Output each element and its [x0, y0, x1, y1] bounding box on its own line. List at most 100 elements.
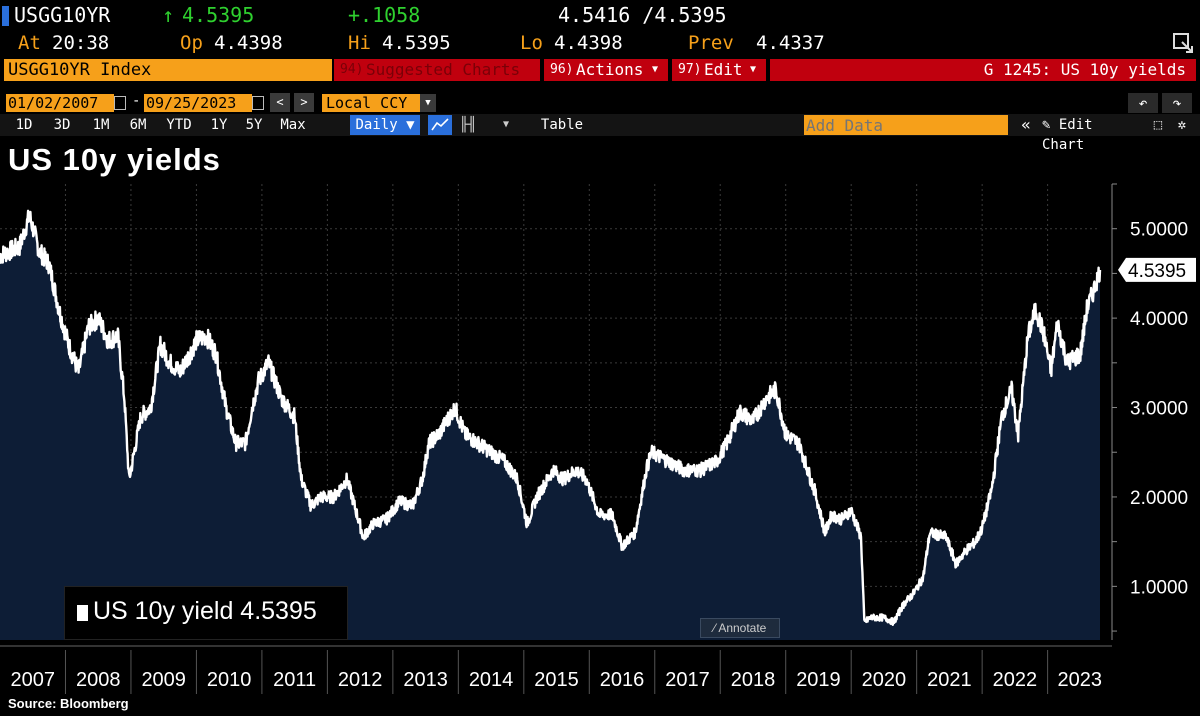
- main-toolbar: USGG10YR Index 94) Suggested Charts 96) …: [0, 59, 1200, 83]
- start-date-input[interactable]: 01/02/2007: [6, 94, 114, 112]
- x-tick-label: 2015: [534, 669, 579, 691]
- refresh-icon[interactable]: [1172, 32, 1194, 54]
- open-value: 4.4398: [214, 32, 283, 54]
- x-tick-label: 2013: [403, 669, 448, 691]
- y-tick-label: 3.0000: [1130, 399, 1188, 420]
- x-tick-label: 2011: [273, 669, 316, 691]
- redo-icon[interactable]: ↷: [1162, 93, 1192, 113]
- x-tick-label: 2021: [927, 669, 972, 691]
- low-value: 4.4398: [554, 32, 623, 54]
- chevron-down-icon: ▼: [750, 64, 757, 75]
- y-tick-label: 1.0000: [1130, 577, 1188, 598]
- chart-title: US 10y yields: [8, 142, 221, 177]
- currency-select[interactable]: Local CCY: [322, 94, 422, 112]
- annotate-label: Annotate: [718, 621, 767, 635]
- range-button-1d[interactable]: 1D: [15, 117, 33, 133]
- source-note: Source: Bloomberg: [8, 696, 129, 711]
- yield-line: [0, 209, 1102, 626]
- actions-menu[interactable]: 96) Actions ▼: [544, 59, 668, 81]
- suggested-number: 94): [340, 62, 364, 77]
- chart-settings-icon[interactable]: ⬚: [1153, 117, 1163, 133]
- range-button-ytd[interactable]: YTD: [166, 117, 192, 133]
- legend-label: US 10y yield 4.5395: [93, 597, 317, 625]
- line-chart-icon[interactable]: [428, 115, 452, 135]
- bid-ask: 4.5416 /4.5395: [558, 3, 727, 27]
- range-button-6m[interactable]: 6M: [129, 117, 147, 133]
- range-button-3d[interactable]: 3D: [53, 117, 71, 133]
- double-chevron-left-icon[interactable]: «: [1021, 115, 1031, 134]
- y-tick-label: 4.0000: [1130, 309, 1188, 330]
- range-button-1y[interactable]: 1Y: [210, 117, 228, 133]
- x-tick-label: 2017: [665, 669, 710, 691]
- edit-chart-button[interactable]: ✎ Edit Chart: [1042, 115, 1142, 153]
- range-button-1m[interactable]: 1M: [92, 117, 110, 133]
- at-value: 20:38: [52, 32, 110, 54]
- x-tick-label: 2020: [862, 669, 907, 691]
- x-tick-label: 2009: [141, 669, 186, 691]
- bar-chart-icon[interactable]: ╟╢: [459, 117, 477, 133]
- last-value-label: 4.5395: [1128, 261, 1186, 282]
- open-label: Op: [180, 32, 203, 54]
- calendar-icon[interactable]: [252, 96, 264, 110]
- prev-value: 4.4337: [756, 32, 825, 54]
- date-bar: 01/02/2007 - 09/25/2023 < > Local CCY ▼ …: [0, 93, 1200, 113]
- x-tick-label: 2012: [338, 669, 383, 691]
- y-tick-label: 5.0000: [1130, 220, 1188, 241]
- edit-menu[interactable]: 97) Edit ▼: [672, 59, 766, 81]
- legend-swatch: [77, 605, 88, 621]
- x-tick-label: 2023: [1058, 669, 1103, 691]
- chevron-left-icon[interactable]: <: [270, 93, 290, 112]
- chart-id-title: G 1245: US 10y yields: [983, 60, 1186, 79]
- x-tick-label: 2016: [600, 669, 645, 691]
- annotate-button[interactable]: ⁄ Annotate: [700, 618, 780, 638]
- stats-bar: At 20:38 Op 4.4398 Hi 4.5395 Lo 4.4398 P…: [0, 30, 1200, 58]
- high-label: Hi: [348, 32, 371, 54]
- x-tick-label: 2010: [207, 669, 252, 691]
- security-field[interactable]: USGG10YR Index: [4, 59, 332, 81]
- high-value: 4.5395: [382, 32, 451, 54]
- last-price: 4.5395: [182, 3, 255, 27]
- net-change: +.1058: [348, 3, 421, 27]
- edit-chart-label: Edit Chart: [1042, 117, 1093, 153]
- x-tick-label: 2019: [796, 669, 841, 691]
- suggested-charts-button[interactable]: 94) Suggested Charts: [334, 59, 540, 81]
- range-button-5y[interactable]: 5Y: [245, 117, 263, 133]
- frequency-select[interactable]: Daily ▼: [350, 115, 420, 135]
- at-label: At: [18, 32, 41, 54]
- edit-label: Edit: [704, 60, 743, 79]
- more-icon[interactable]: ▼: [502, 119, 510, 130]
- calendar-icon[interactable]: [114, 96, 126, 110]
- actions-label: Actions: [576, 60, 644, 79]
- frequency-label: Daily: [355, 117, 398, 133]
- chart: 1.0000 2.0000 3.0000 4.0000 5.0000 2007 2008 20…: [0, 183, 1196, 694]
- add-data-input[interactable]: [804, 115, 1008, 135]
- settings-icon[interactable]: ✲: [1177, 117, 1187, 133]
- undo-icon[interactable]: ↶: [1128, 93, 1158, 113]
- chevron-down-icon[interactable]: ▼: [420, 94, 436, 112]
- chart-title-bar: G 1245: US 10y yields: [770, 59, 1196, 81]
- date-separator: -: [132, 93, 141, 109]
- x-tick-label: 2007: [10, 669, 55, 691]
- range-button-max[interactable]: Max: [280, 117, 306, 133]
- x-tick-label: 2018: [731, 669, 776, 691]
- yield-area: [0, 210, 1100, 641]
- suggested-label: Suggested Charts: [366, 60, 521, 79]
- x-tick-label: 2008: [76, 669, 121, 691]
- end-date-input[interactable]: 09/25/2023: [144, 94, 252, 112]
- quote-bar: USGG10YR ↑ 4.5395 +.1058 4.5416 /4.5395: [0, 0, 1200, 30]
- pencil-icon: ⁄: [713, 621, 716, 635]
- low-label: Lo: [520, 32, 543, 54]
- up-arrow-icon: ↑: [162, 3, 175, 27]
- ticker-marker: [2, 6, 9, 26]
- table-button[interactable]: Table: [540, 117, 584, 133]
- last-value-badge: [1118, 257, 1196, 282]
- chevron-right-icon[interactable]: >: [294, 93, 314, 112]
- chevron-down-icon: ▼: [652, 64, 659, 75]
- x-tick-label: 2022: [993, 669, 1038, 691]
- pencil-icon: ✎: [1042, 117, 1051, 133]
- legend[interactable]: US 10y yield 4.5395: [64, 586, 348, 640]
- y-tick-label: 2.0000: [1130, 488, 1188, 509]
- x-tick-label: 2014: [469, 669, 514, 691]
- edit-number: 97): [678, 62, 702, 77]
